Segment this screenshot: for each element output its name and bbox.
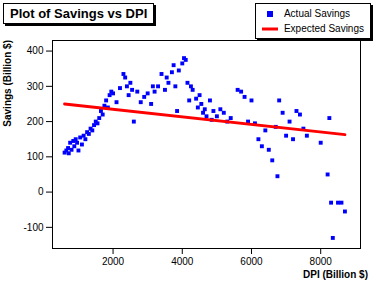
html-text:Expected Savings: Expected Savings	[283, 23, 364, 34]
html-text:Plot of Savings vs DPI: Plot of Savings vs DPI	[10, 6, 148, 21]
html-text:DPI (Billion $): DPI (Billion $)	[303, 269, 368, 280]
svg-text:200: 200	[27, 116, 44, 127]
svg-text:2000: 2000	[102, 256, 125, 267]
svg-text:8000: 8000	[310, 256, 333, 267]
svg-text:100: 100	[27, 151, 44, 162]
svg-text:400: 400	[27, 45, 44, 56]
html-text:Actual Savings: Actual Savings	[283, 8, 351, 19]
svg-text:6000: 6000	[240, 256, 263, 267]
html-text:Savings (Billion $): Savings (Billion $)	[2, 40, 13, 127]
svg-text:300: 300	[27, 81, 44, 92]
svg-text:4000: 4000	[171, 256, 194, 267]
svg-text:0: 0	[38, 186, 44, 197]
svg-text:-100: -100	[23, 222, 43, 233]
